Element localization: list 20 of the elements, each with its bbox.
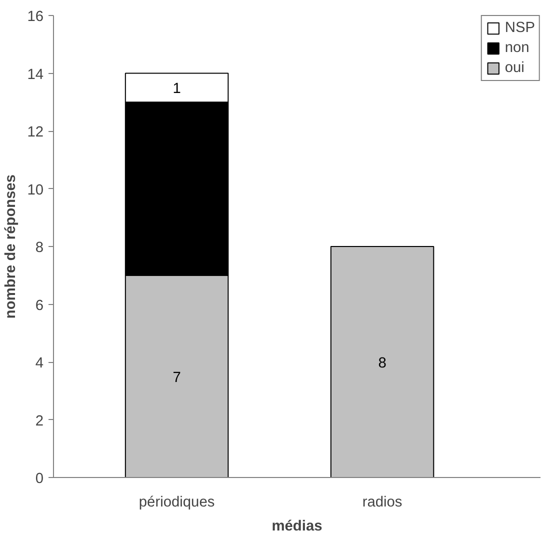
bar	[330, 246, 434, 478]
x-tick-label: périodiques	[138, 494, 215, 510]
y-tick-label: 16	[27, 9, 44, 25]
y-tick-label: 4	[35, 356, 44, 372]
y-axis-title: nombre de réponses	[3, 174, 20, 319]
y-tick-label: 10	[27, 182, 44, 198]
y-tick-label: 14	[27, 66, 44, 83]
data-label: 7	[172, 370, 181, 386]
y-tick-label: 6	[35, 298, 44, 314]
y-tick-label: 8	[35, 240, 44, 256]
legend-label: oui	[504, 60, 525, 76]
y-tick-label: 2	[35, 413, 44, 430]
y-tick-label: 12	[27, 124, 44, 140]
legend-label: NSP	[504, 20, 535, 36]
y-tick-label: 0	[35, 471, 44, 487]
x-axis-title: médias	[272, 518, 322, 534]
data-label: 8	[378, 356, 386, 372]
data-label: 1	[172, 81, 181, 98]
x-tick-label: radios	[362, 494, 402, 510]
legend-label: non	[504, 40, 530, 56]
